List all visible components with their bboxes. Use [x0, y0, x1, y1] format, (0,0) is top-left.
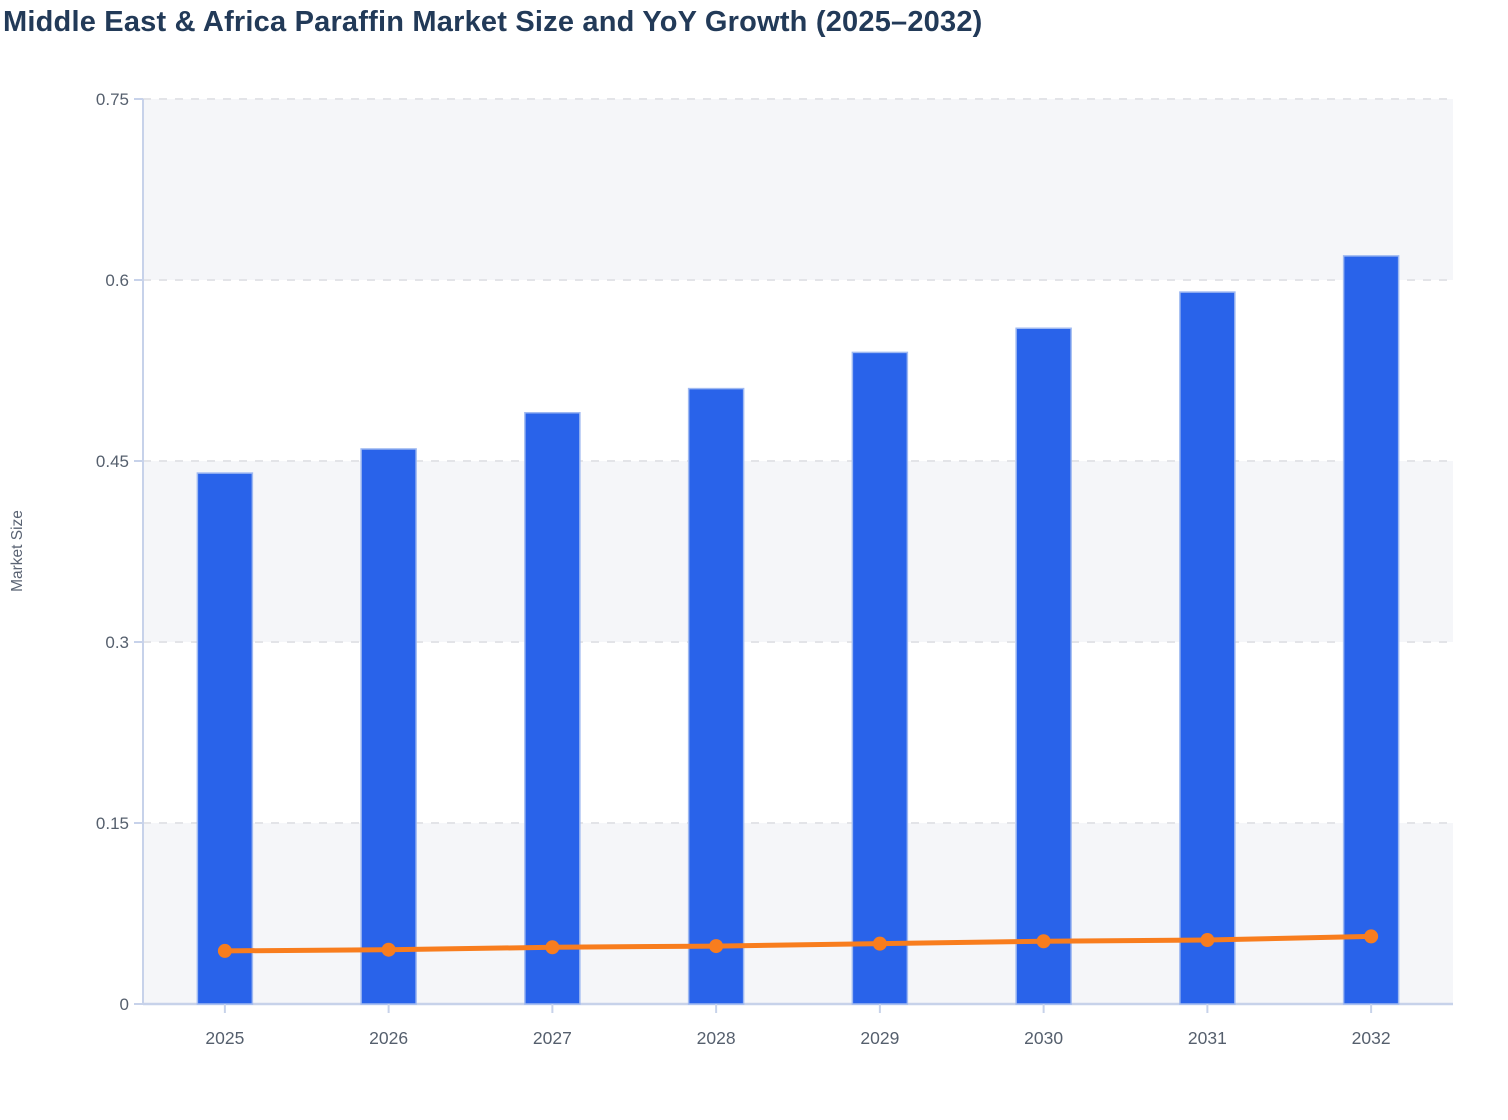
yoy-point-2026 — [381, 942, 396, 957]
plot-band — [143, 823, 1453, 1004]
x-axis-tick-label: 2030 — [1024, 1028, 1063, 1048]
bar-2030 — [1015, 327, 1072, 1005]
x-axis-tick-label: 2032 — [1352, 1028, 1391, 1048]
y-axis-tick-label: 0.6 — [105, 271, 129, 290]
y-axis-tick-label: 0.75 — [96, 90, 129, 109]
yoy-growth-line — [222, 933, 1374, 954]
bar-2027 — [524, 411, 581, 1005]
yoy-point-2029 — [872, 936, 887, 951]
bar-2026 — [360, 448, 417, 1005]
y-axis-tick-label: 0.3 — [105, 633, 129, 652]
x-axis-tick-label: 2027 — [533, 1028, 572, 1048]
yoy-point-2028 — [709, 939, 724, 954]
y-axis-tick-label: 0.15 — [96, 814, 129, 833]
yoy-point-2032 — [1364, 929, 1379, 944]
plot-band — [143, 99, 1453, 280]
x-axis-tick-label: 2025 — [205, 1028, 244, 1048]
y-axis-tick-label: 0 — [120, 995, 129, 1014]
yoy-point-2030 — [1036, 934, 1051, 949]
bar-2032 — [1342, 255, 1400, 1005]
x-axis-tick-label: 2028 — [697, 1028, 736, 1048]
x-axis-tick-label: 2029 — [860, 1028, 899, 1048]
yoy-point-2031 — [1200, 933, 1215, 948]
bar-2028 — [687, 387, 745, 1005]
x-axis-tick-label: 2026 — [369, 1028, 408, 1048]
bar-2031 — [1179, 291, 1236, 1005]
x-axis-tick-label: 2031 — [1188, 1028, 1227, 1048]
chart-title: Middle East & Africa Paraffin Market Siz… — [3, 6, 983, 38]
bar-2025 — [196, 472, 254, 1005]
yoy-point-2025 — [217, 943, 232, 958]
bar-2029 — [851, 351, 909, 1005]
y-axis-tick-label: 0.45 — [96, 452, 129, 471]
yoy-point-2027 — [545, 940, 560, 955]
plot-band — [143, 461, 1453, 642]
